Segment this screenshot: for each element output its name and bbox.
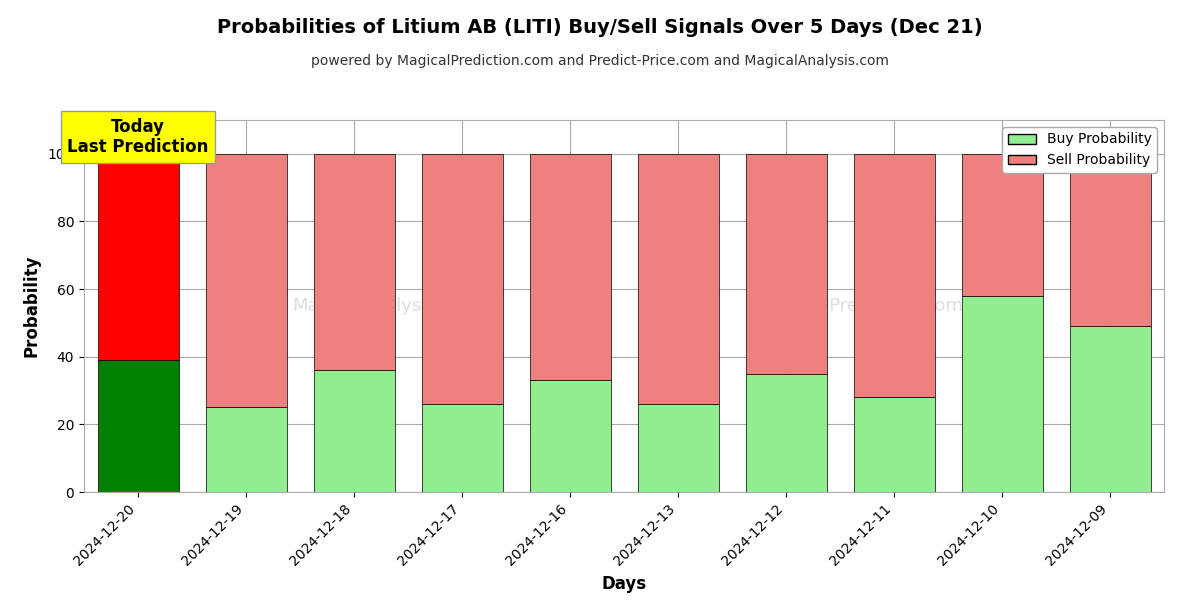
Bar [313, 154, 395, 370]
Bar [421, 404, 503, 492]
Bar [745, 374, 827, 492]
Bar [313, 370, 395, 492]
Bar [205, 154, 287, 407]
Text: MagicalAnalysis.com: MagicalAnalysis.com [293, 297, 480, 315]
Bar [421, 154, 503, 404]
Y-axis label: Probability: Probability [23, 255, 41, 357]
Bar [1069, 326, 1151, 492]
Bar [853, 154, 935, 397]
Text: Probabilities of Litium AB (LITI) Buy/Sell Signals Over 5 Days (Dec 21): Probabilities of Litium AB (LITI) Buy/Se… [217, 18, 983, 37]
Bar [529, 154, 611, 380]
Bar [961, 154, 1043, 296]
Text: powered by MagicalPrediction.com and Predict-Price.com and MagicalAnalysis.com: powered by MagicalPrediction.com and Pre… [311, 54, 889, 68]
Bar [961, 296, 1043, 492]
Bar [637, 154, 719, 404]
Text: Today
Last Prediction: Today Last Prediction [67, 118, 209, 157]
Legend: Buy Probability, Sell Probability: Buy Probability, Sell Probability [1002, 127, 1157, 173]
Bar [637, 404, 719, 492]
Bar [853, 397, 935, 492]
Bar [97, 154, 179, 360]
X-axis label: Days: Days [601, 575, 647, 593]
Bar [529, 380, 611, 492]
Bar [205, 407, 287, 492]
Text: MagicalPrediction.com: MagicalPrediction.com [760, 297, 964, 315]
Bar [1069, 154, 1151, 326]
Bar [745, 154, 827, 374]
Bar [97, 360, 179, 492]
